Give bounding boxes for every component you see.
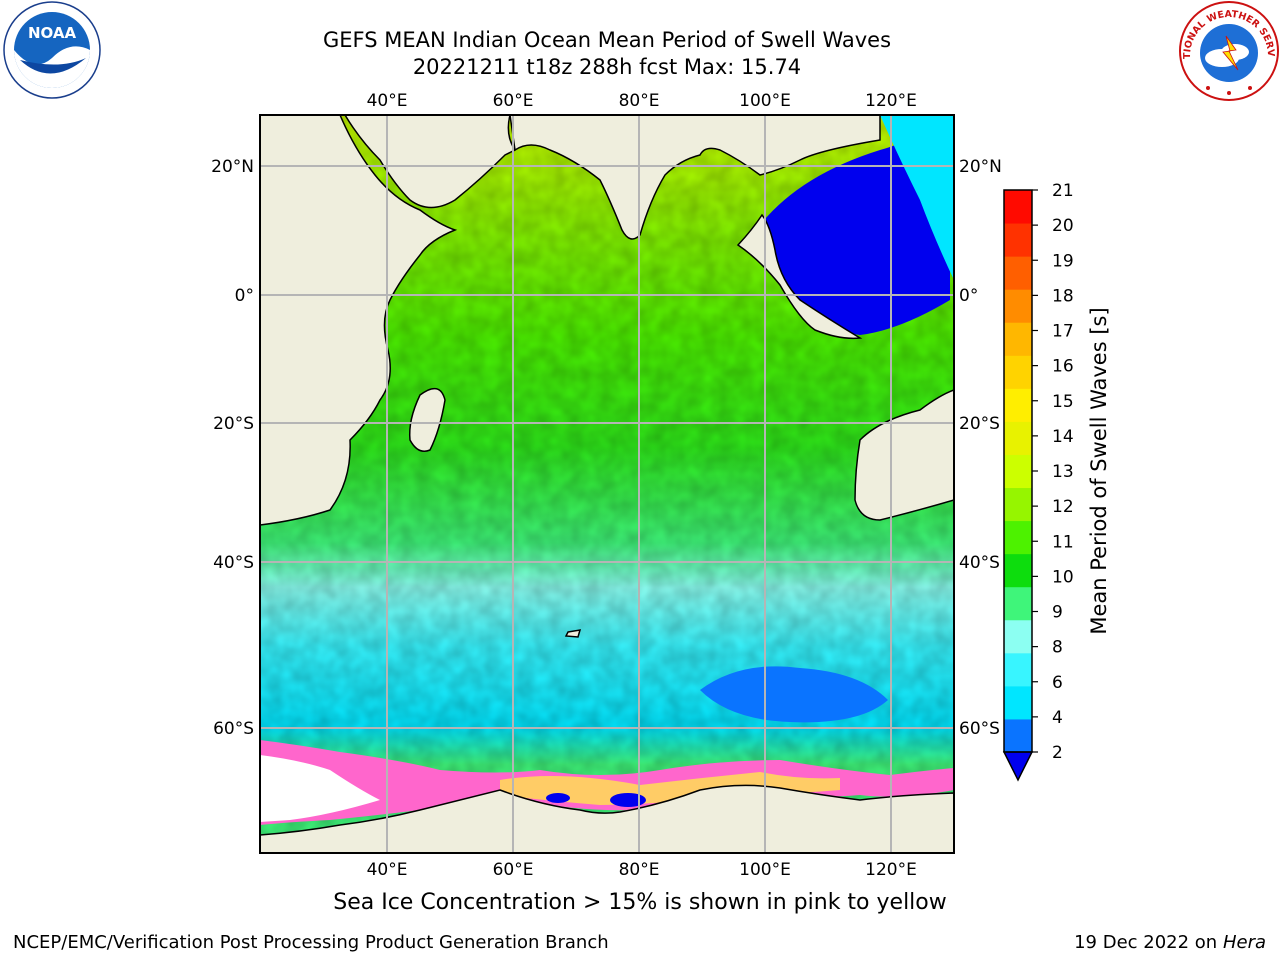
footer-credit: NCEP/EMC/Verification Post Processing Pr… [13, 932, 609, 953]
lon-tick-label: 100°E [739, 860, 791, 880]
colorbar-tick-label: 20 [1052, 216, 1074, 236]
colorbar-tick-label: 13 [1052, 462, 1074, 482]
colorbar-segment [1004, 355, 1032, 389]
colorbar-segment [1004, 586, 1032, 621]
footer-host: Hera [1222, 932, 1266, 953]
chart-title: GEFS MEAN Indian Ocean Mean Period of Sw… [322, 28, 892, 52]
colorbar-segment [1004, 322, 1032, 356]
colorbar-segment [1004, 190, 1032, 224]
colorbar-segment [1004, 520, 1032, 555]
map-gridlines [260, 115, 954, 853]
colorbar-segment [1004, 718, 1032, 753]
colorbar-tick-label: 15 [1052, 392, 1074, 412]
colorbar-segment [1004, 553, 1032, 588]
colorbar-segment [1004, 289, 1032, 323]
lat-tick-label: 20°S [213, 414, 254, 434]
lat-tick-label: 0° [235, 286, 254, 306]
colorbar-tick-label: 2 [1052, 743, 1063, 763]
noaa-logo: NOAA [3, 1, 101, 99]
colorbar-segment [1004, 223, 1032, 257]
colorbar-label: Mean Period of Swell Waves [s] [1087, 307, 1111, 634]
lat-tick-label: 20°S [959, 414, 1000, 434]
pacific-coastal-area [880, 115, 954, 280]
land-madagascar [408, 387, 446, 452]
colorbar-under-arrow [1002, 751, 1034, 782]
land-antarctica [260, 784, 954, 853]
south-china-sea-low-period [760, 120, 950, 335]
lon-labels-top: 40°E 60°E 80°E 100°E 120°E [367, 91, 917, 111]
lon-labels-bottom: 40°E 60°E 80°E 100°E 120°E [367, 860, 917, 880]
colorbar-tick-label: 21 [1052, 181, 1074, 201]
lat-tick-label: 40°S [959, 553, 1000, 573]
colorbar-segment [1004, 421, 1032, 455]
ice-low-patch [546, 793, 570, 803]
lon-tick-label: 80°E [619, 860, 660, 880]
colorbar-segment [1004, 685, 1032, 720]
footer-date: 19 Dec 2022 on Hera [1074, 932, 1266, 953]
land-southeast-asia [736, 213, 863, 340]
map-area [260, 115, 954, 853]
colorbar-segment [1004, 487, 1032, 522]
lon-tick-label: 40°E [367, 91, 408, 111]
colorbar: 2 4 6 8 9 10 11 12 13 14 15 16 17 18 19 20 21 [1002, 181, 1074, 782]
colorbar-tick-label: 16 [1052, 357, 1074, 377]
lon-tick-label: 60°E [493, 91, 534, 111]
lat-tick-label: 20°N [959, 157, 1002, 177]
colorbar-tick-label: 18 [1052, 286, 1074, 306]
low-period-area-south [700, 666, 888, 723]
colorbar-tick-label: 17 [1052, 322, 1074, 342]
colorbar-tick-label: 4 [1052, 708, 1063, 728]
lon-tick-label: 120°E [865, 91, 917, 111]
colorbar-tick-label: 12 [1052, 497, 1074, 517]
lat-tick-label: 60°S [959, 719, 1000, 739]
lon-tick-label: 100°E [739, 91, 791, 111]
colorbar-tick-label: 8 [1052, 638, 1063, 658]
lat-tick-label: 60°S [213, 719, 254, 739]
colorbar-segment [1004, 256, 1032, 290]
lat-tick-label: 20°N [211, 157, 254, 177]
lon-tick-label: 80°E [619, 91, 660, 111]
lon-tick-label: 40°E [367, 860, 408, 880]
ice-low-patch [610, 793, 646, 807]
sea-ice-high-zone [500, 772, 840, 805]
lat-labels-right: 20°N 0° 20°S 40°S 60°S [959, 157, 1002, 739]
nws-logo: NATIONAL WEATHER SERVICE [1178, 0, 1279, 101]
sea-ice-note: Sea Ice Concentration > 15% is shown in … [333, 890, 947, 915]
colorbar-segment [1004, 388, 1032, 422]
land-kerguelen [564, 629, 582, 638]
footer-date-text: 19 Dec 2022 on [1074, 932, 1218, 953]
colorbar-tick-label: 14 [1052, 427, 1074, 447]
lat-labels-left: 20°N 0° 20°S 40°S 60°S [211, 157, 254, 739]
lat-tick-label: 40°S [213, 553, 254, 573]
lon-tick-label: 120°E [865, 860, 917, 880]
colorbar-segment [1004, 454, 1032, 489]
colorbar-tick-label: 6 [1052, 673, 1063, 693]
colorbar-tick-label: 10 [1052, 567, 1074, 587]
colorbar-tick-label: 19 [1052, 251, 1074, 271]
colorbar-tick-label: 11 [1052, 532, 1074, 552]
land-masses [260, 115, 954, 853]
colorbar-segment [1004, 652, 1032, 687]
map-frame [259, 114, 955, 854]
colorbar-segment [1004, 619, 1032, 654]
chart-subtitle: 20221211 t18z 288h fcst Max: 15.74 [412, 55, 802, 79]
open-ice-area [260, 755, 380, 822]
lat-tick-label: 0° [959, 286, 978, 306]
noaa-logo-text: NOAA [28, 24, 77, 42]
colorbar-tick-label: 9 [1052, 603, 1063, 623]
lon-tick-label: 60°E [493, 860, 534, 880]
